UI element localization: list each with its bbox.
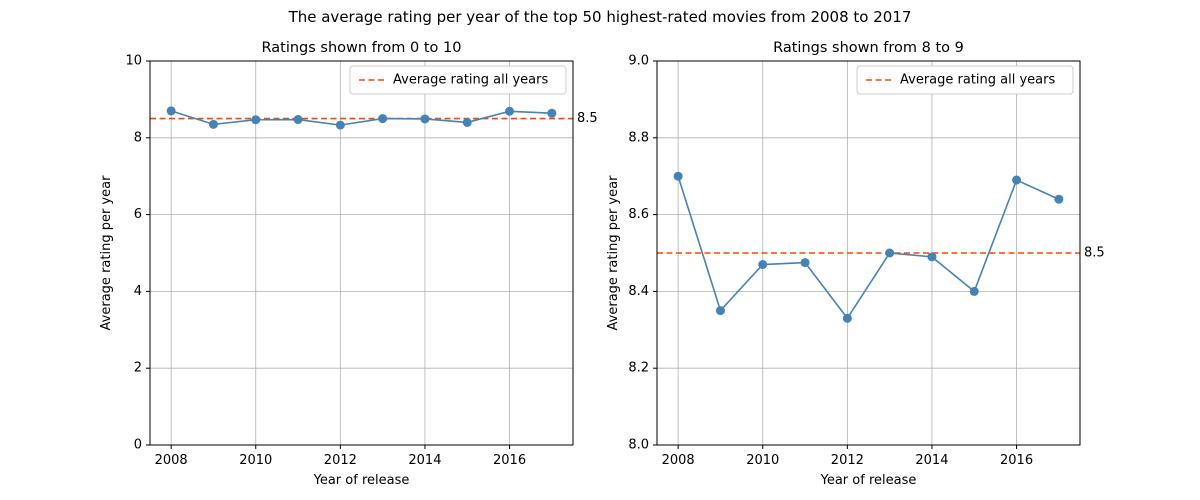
y-tick-label: 6: [134, 207, 142, 222]
data-point: [673, 171, 683, 181]
y-tick-label: 8.0: [628, 438, 649, 453]
data-point: [505, 106, 515, 116]
y-axis-label: Average rating per year: [99, 175, 114, 331]
x-axis-label: Year of release: [313, 473, 410, 488]
axes-frame: [656, 60, 1081, 446]
y-axis-label: Average rating per year: [606, 175, 621, 331]
series-line: [170, 110, 552, 126]
legend: Average rating all years: [856, 65, 1074, 95]
data-point: [547, 108, 557, 118]
data-point: [462, 117, 472, 127]
figure-title: The average rating per year of the top 5…: [288, 8, 912, 26]
data-point: [166, 106, 176, 116]
data-point: [378, 114, 388, 124]
data-point: [800, 258, 810, 268]
x-tick-label: 2012: [324, 453, 357, 468]
x-tick-label: 2012: [831, 453, 864, 468]
data-point: [293, 115, 303, 125]
chart-title: Ratings shown from 8 to 9: [773, 40, 964, 56]
legend-box: [856, 65, 1074, 95]
y-tick-label: 8.8: [628, 130, 649, 145]
x-tick-label: 2008: [662, 453, 695, 468]
chart-panel-1: 8.5 2008 2010 2012 2014 2016 0 2 4 6 8 10 Ratings sh…: [99, 40, 598, 488]
y-tick-label: 2: [134, 361, 142, 376]
x-tick-label: 2014: [408, 453, 441, 468]
y-tick-label: 10: [125, 54, 142, 69]
data-point: [251, 115, 261, 125]
data-point: [1012, 175, 1022, 185]
x-tick-label: 2008: [155, 453, 188, 468]
axes-frame: [149, 60, 574, 446]
x-tick-label: 2010: [746, 453, 779, 468]
y-tick-label: 8: [134, 130, 142, 145]
data-point: [420, 114, 430, 124]
data-point: [885, 248, 895, 258]
x-tick-label: 2010: [239, 453, 272, 468]
average-line-label: 8.5: [1084, 246, 1105, 261]
y-tick-label: 8.4: [628, 284, 649, 299]
legend: Average rating all years: [349, 65, 567, 95]
y-tick-label: 8.6: [628, 207, 649, 222]
data-point: [335, 120, 345, 130]
data-point: [927, 252, 937, 262]
legend-box: [349, 65, 567, 95]
series-line: [677, 175, 1060, 320]
x-tick-label: 2014: [915, 453, 948, 468]
x-tick-label: 2016: [1000, 453, 1033, 468]
data-point: [715, 306, 725, 316]
data-point: [1054, 194, 1064, 204]
chart-panel-2: 8.5 2008 2010 2012 2014 2016 8.0 8.2 8.4 8.6 8.8 9.…: [606, 40, 1105, 488]
y-tick-label: 0: [134, 438, 142, 453]
y-tick-label: 9.0: [628, 54, 649, 69]
data-point: [758, 260, 768, 270]
average-line-label: 8.5: [577, 111, 598, 126]
y-tick-label: 4: [134, 284, 142, 299]
data-point: [842, 313, 852, 323]
x-axis-label: Year of release: [820, 473, 917, 488]
legend-label: Average rating all years: [900, 73, 1055, 88]
y-tick-label: 8.2: [628, 361, 649, 376]
data-point: [208, 119, 218, 129]
legend-label: Average rating all years: [393, 73, 548, 88]
data-point: [969, 286, 979, 296]
x-tick-label: 2016: [493, 453, 526, 468]
chart-title: Ratings shown from 0 to 10: [262, 40, 462, 56]
